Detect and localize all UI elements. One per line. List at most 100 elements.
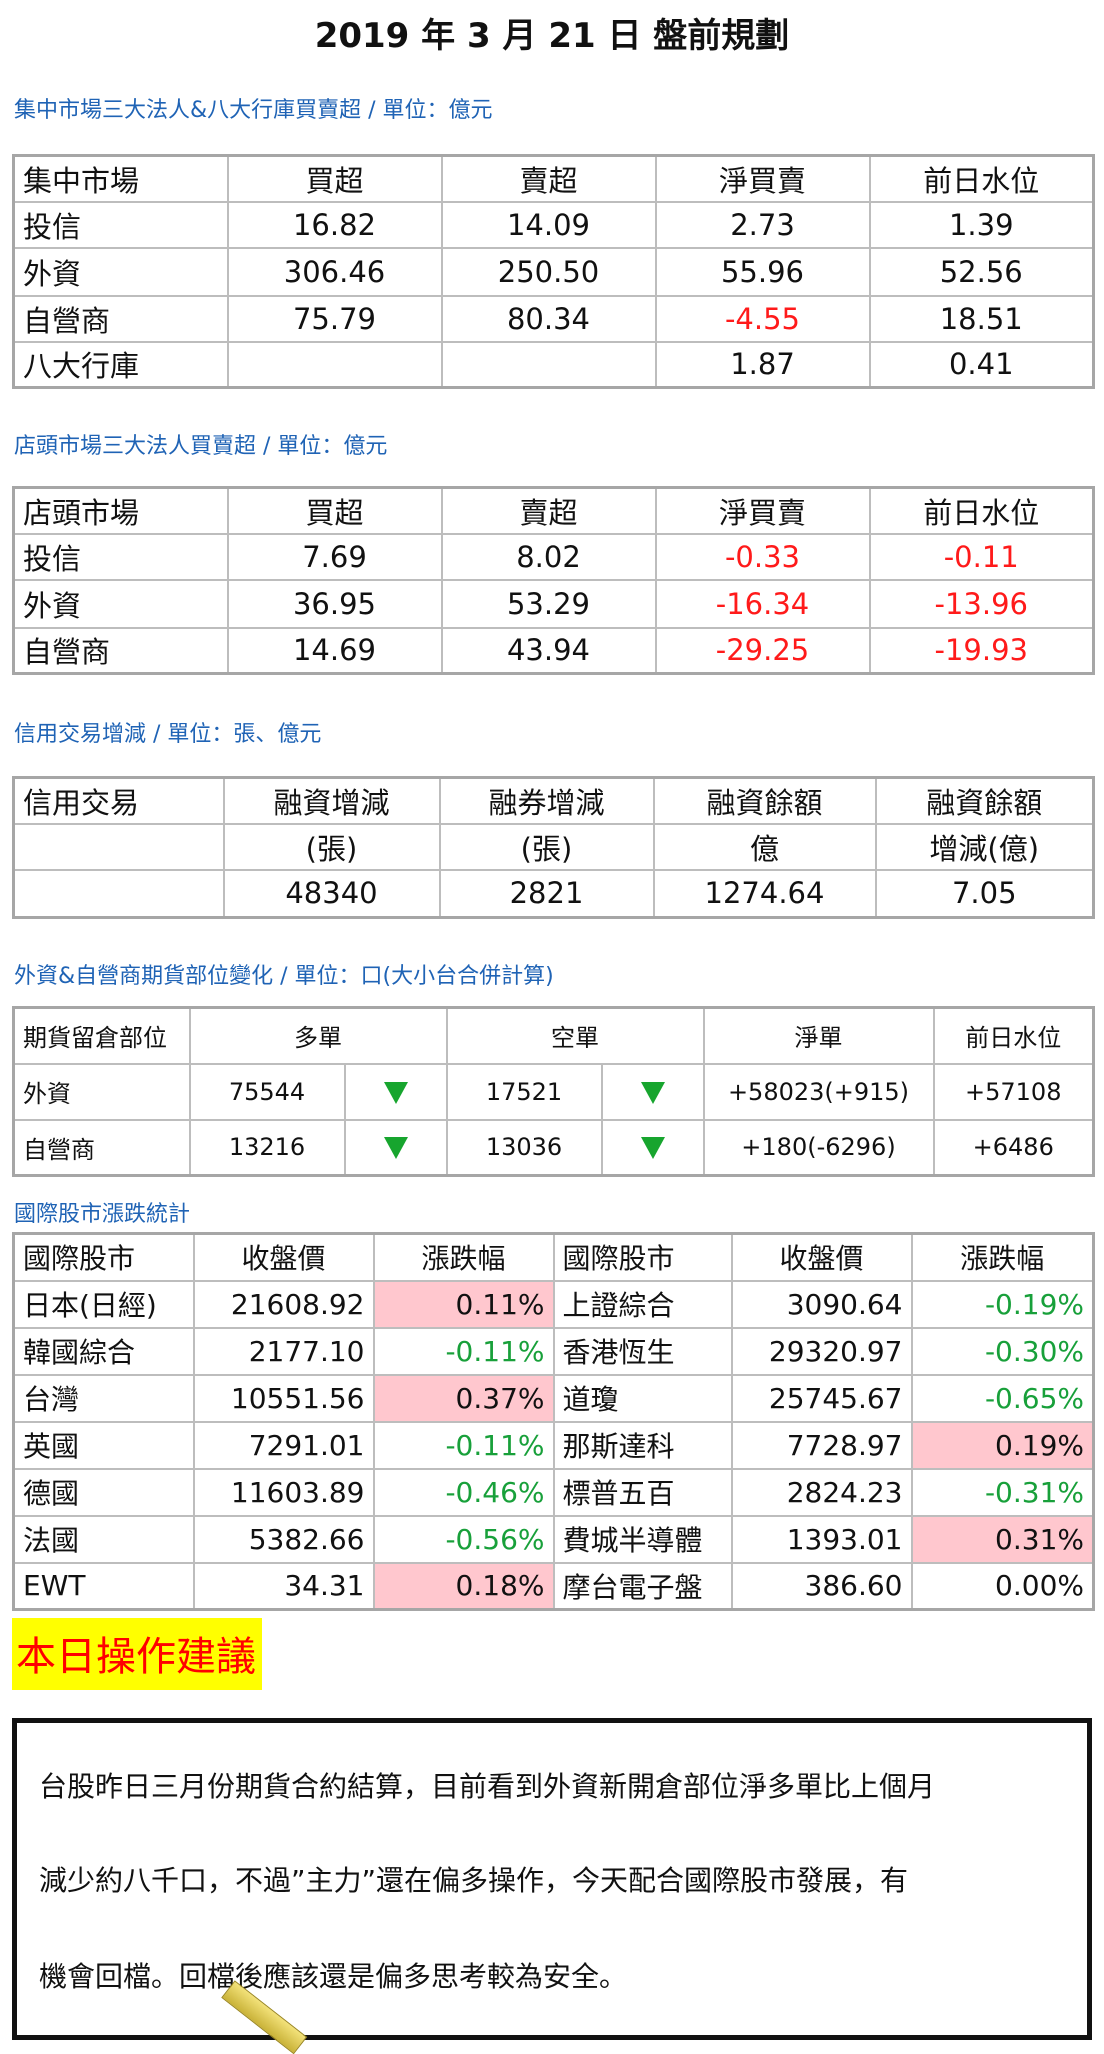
table-row: 台灣 10551.56 0.37% 道瓊 25745.67 -0.65% [12, 1373, 1095, 1423]
header-cell: 前日水位 [932, 1006, 1095, 1065]
index-name: 香港恆生 [552, 1326, 733, 1376]
table-header-row: 店頭市場 買超 賣超 淨買賣 前日水位 [12, 486, 1095, 535]
net-cell: -16.34 [654, 578, 871, 629]
table-row: 自營商 14.69 43.94 -29.25 -19.93 [12, 626, 1095, 675]
close-price: 3090.64 [730, 1279, 913, 1329]
table-row: 德國 11603.89 -0.46% 標普五百 2824.23 -0.31% [12, 1467, 1095, 1517]
change-pct: 0.37% [372, 1373, 555, 1423]
header-cell: 買超 [226, 486, 443, 535]
short-cell: 13036 [445, 1118, 603, 1177]
change-pct: -0.19% [910, 1279, 1095, 1329]
net-cell: +58023(+915) [702, 1062, 935, 1121]
prev-cell: -0.11 [868, 532, 1095, 581]
table-row: 自營商 75.79 80.34 -4.55 18.51 [12, 294, 1095, 343]
advice-box: 台股昨日三月份期貨合約結算，目前看到外資新開倉部位淨多單比上個月 減少約八千口，… [12, 1718, 1092, 2040]
prev-cell: +6486 [932, 1118, 1095, 1177]
value-cell: 2821 [438, 868, 655, 919]
advice-heading: 本日操作建議 [12, 1618, 262, 1690]
index-name: 標普五百 [552, 1467, 733, 1517]
index-name: 英國 [12, 1420, 195, 1470]
row-label: 自營商 [12, 626, 229, 675]
header-cell: 賣超 [440, 486, 657, 535]
header-cell: 融資餘額 [874, 776, 1095, 825]
change-pct: 0.11% [372, 1279, 555, 1329]
prev-cell: 52.56 [868, 246, 1095, 297]
prev-cell: 0.41 [868, 340, 1095, 389]
margin-section-title: 信用交易增減 / 單位：張、億元 [14, 722, 322, 747]
table-row: 法國 5382.66 -0.56% 費城半導體 1393.01 0.31% [12, 1514, 1095, 1564]
sell-cell: 8.02 [440, 532, 657, 581]
row-label: 八大行庫 [12, 340, 229, 389]
net-cell: -4.55 [654, 294, 871, 343]
table-header-row: 國際股市 收盤價 漲跌幅 國際股市 收盤價 漲跌幅 [12, 1232, 1095, 1282]
futures-section-title: 外資&自營商期貨部位變化 / 單位：口(大小台合併計算) [14, 964, 554, 989]
table-row: 韓國綜合 2177.10 -0.11% 香港恆生 29320.97 -0.30% [12, 1326, 1095, 1376]
header-cell: 國際股市 [552, 1232, 733, 1282]
index-name: 德國 [12, 1467, 195, 1517]
unit-cell: (張) [438, 822, 655, 871]
index-name: 上證綜合 [552, 1279, 733, 1329]
header-cell: 多單 [188, 1006, 448, 1065]
green-down-triangle-icon [640, 1137, 665, 1160]
header-cell: 漲跌幅 [910, 1232, 1095, 1282]
header-cell: 空單 [445, 1006, 705, 1065]
table-row: 八大行庫 1.87 0.41 [12, 340, 1095, 389]
index-name: 摩台電子盤 [552, 1561, 733, 1611]
long-direction-cell [343, 1118, 448, 1177]
buy-cell: 306.46 [226, 246, 443, 297]
table-row: 48340 2821 1274.64 7.05 [12, 868, 1095, 919]
change-pct: -0.11% [372, 1326, 555, 1376]
green-down-triangle-icon [383, 1081, 408, 1104]
change-pct: -0.65% [910, 1373, 1095, 1423]
otc-market-table: 店頭市場 買超 賣超 淨買賣 前日水位 投信 7.69 8.02 -0.33 -… [12, 486, 1095, 675]
change-pct: -0.11% [372, 1420, 555, 1470]
header-cell: 融券增減 [438, 776, 655, 825]
header-cell: 淨買賣 [654, 154, 871, 203]
change-pct: -0.56% [372, 1514, 555, 1564]
short-direction-cell [600, 1062, 705, 1121]
table-row: 外資 36.95 53.29 -16.34 -13.96 [12, 578, 1095, 629]
row-label: 投信 [12, 200, 229, 249]
header-cell: 集中市場 [12, 154, 229, 203]
row-label: 自營商 [12, 294, 229, 343]
row-label: 外資 [12, 1062, 191, 1121]
buy-cell: 75.79 [226, 294, 443, 343]
value-cell [12, 868, 225, 919]
long-cell: 75544 [188, 1062, 346, 1121]
close-price: 1393.01 [730, 1514, 913, 1564]
buy-cell [226, 340, 443, 389]
net-cell: -29.25 [654, 626, 871, 675]
unit-cell: 億 [652, 822, 877, 871]
header-cell: 期貨留倉部位 [12, 1006, 191, 1065]
change-pct: 0.18% [372, 1561, 555, 1611]
long-cell: 13216 [188, 1118, 346, 1177]
header-cell: 收盤價 [730, 1232, 913, 1282]
change-pct: -0.46% [372, 1467, 555, 1517]
unit-cell: (張) [222, 822, 441, 871]
buy-cell: 16.82 [226, 200, 443, 249]
close-price: 386.60 [730, 1561, 913, 1611]
net-cell: 55.96 [654, 246, 871, 297]
table-row: 投信 16.82 14.09 2.73 1.39 [12, 200, 1095, 249]
table-row: EWT 34.31 0.18% 摩台電子盤 386.60 0.00% [12, 1561, 1095, 1611]
close-price: 2824.23 [730, 1467, 913, 1517]
prev-cell: 18.51 [868, 294, 1095, 343]
prev-cell: 1.39 [868, 200, 1095, 249]
index-name: EWT [12, 1561, 195, 1611]
intl-section-title: 國際股市漲跌統計 [14, 1202, 191, 1227]
sell-cell: 250.50 [440, 246, 657, 297]
close-price: 34.31 [192, 1561, 375, 1611]
index-name: 日本(日經) [12, 1279, 195, 1329]
intl-index-table: 國際股市 收盤價 漲跌幅 國際股市 收盤價 漲跌幅 日本(日經) 21608.9… [12, 1232, 1095, 1611]
close-price: 10551.56 [192, 1373, 375, 1423]
prev-cell: +57108 [932, 1062, 1095, 1121]
header-cell: 前日水位 [868, 486, 1095, 535]
close-price: 21608.92 [192, 1279, 375, 1329]
close-price: 5382.66 [192, 1514, 375, 1564]
listed-market-table: 集中市場 買超 賣超 淨買賣 前日水位 投信 16.82 14.09 2.73 … [12, 154, 1095, 389]
page-title: 2019 年 3 月 21 日 盤前規劃 [314, 16, 790, 56]
close-price: 29320.97 [730, 1326, 913, 1376]
header-cell: 店頭市場 [12, 486, 229, 535]
change-pct: 0.31% [910, 1514, 1095, 1564]
advice-line: 機會回檔。回檔後應該還是偏多思考較為安全。 [39, 1960, 628, 1993]
